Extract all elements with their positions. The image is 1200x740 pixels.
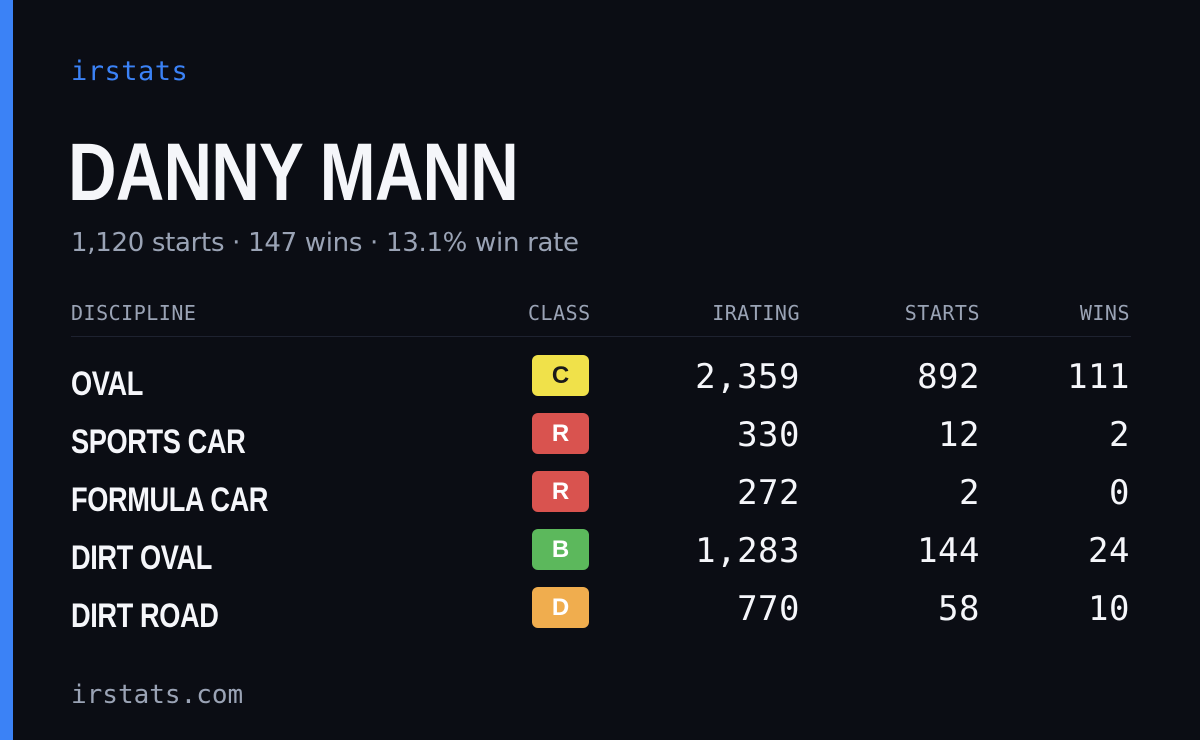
accent-bar xyxy=(0,0,13,740)
discipline-name: SPORTS CAR xyxy=(71,423,246,461)
wins-value: 111 xyxy=(1067,357,1130,397)
wins-value: 24 xyxy=(1088,531,1130,571)
table-row: OVAL C 2,359 892 111 xyxy=(71,355,1131,413)
starts-value: 144 xyxy=(917,531,980,571)
footer-url[interactable]: irstats.com xyxy=(71,680,244,710)
brand-logo[interactable]: irstats xyxy=(71,56,189,87)
license-table: DISCIPLINE CLASS IRATING STARTS WINS OVA… xyxy=(71,298,1131,645)
table-row: DIRT OVAL B 1,283 144 24 xyxy=(71,529,1131,587)
header-starts: STARTS xyxy=(904,301,980,325)
header-irating: IRATING xyxy=(712,301,800,325)
license-class-badge: D xyxy=(532,587,589,628)
license-class-badge: R xyxy=(532,471,589,512)
table-row: SPORTS CAR R 330 12 2 xyxy=(71,413,1131,471)
driver-summary: 1,120 starts · 147 wins · 13.1% win rate xyxy=(71,228,579,258)
table-row: DIRT ROAD D 770 58 10 xyxy=(71,587,1131,645)
license-class-badge: C xyxy=(532,355,589,396)
header-discipline: DISCIPLINE xyxy=(71,301,197,325)
irating-value: 1,283 xyxy=(695,531,800,571)
discipline-name: FORMULA CAR xyxy=(71,481,269,519)
starts-value: 892 xyxy=(917,357,980,397)
starts-value: 2 xyxy=(959,473,980,513)
wins-value: 2 xyxy=(1109,415,1130,455)
irating-value: 2,359 xyxy=(695,357,800,397)
irating-value: 272 xyxy=(737,473,800,513)
table-body: OVAL C 2,359 892 111 SPORTS CAR R 330 12… xyxy=(71,355,1131,645)
discipline-name: DIRT OVAL xyxy=(71,539,212,577)
table-header: DISCIPLINE CLASS IRATING STARTS WINS xyxy=(71,298,1131,337)
table-row: FORMULA CAR R 272 2 0 xyxy=(71,471,1131,529)
header-class: CLASS xyxy=(528,301,591,325)
license-class-badge: B xyxy=(532,529,589,570)
irating-value: 770 xyxy=(737,589,800,629)
wins-value: 0 xyxy=(1109,473,1130,513)
discipline-name: OVAL xyxy=(71,365,143,403)
starts-value: 12 xyxy=(938,415,980,455)
starts-value: 58 xyxy=(938,589,980,629)
driver-name: DANNY MANN xyxy=(68,127,519,218)
irating-value: 330 xyxy=(737,415,800,455)
license-class-badge: R xyxy=(532,413,589,454)
discipline-name: DIRT ROAD xyxy=(71,597,219,635)
wins-value: 10 xyxy=(1088,589,1130,629)
header-wins: WINS xyxy=(1079,301,1130,325)
